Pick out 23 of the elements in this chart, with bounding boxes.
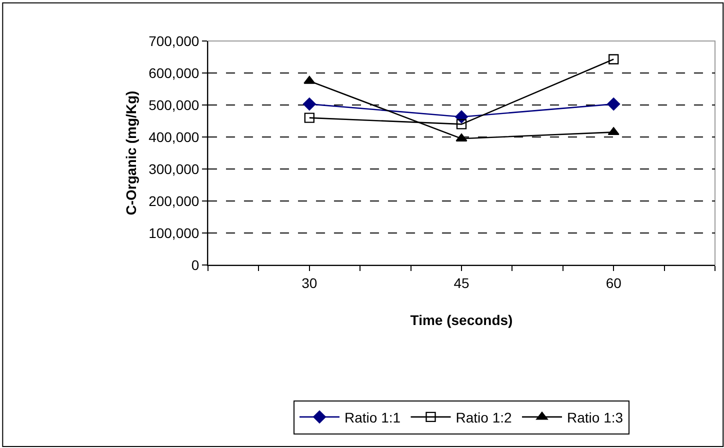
x-tick-label: 30 — [302, 274, 318, 291]
x-axis-title: Time (seconds) — [410, 312, 513, 328]
y-tick-label: 200,000 — [148, 192, 200, 209]
point — [304, 112, 314, 123]
point — [608, 54, 619, 64]
y-axis-title: C-Organic (mg/Kg) — [123, 90, 140, 216]
point — [456, 119, 467, 130]
point — [304, 76, 316, 84]
legend-label: Ratio 1:3 — [566, 409, 624, 426]
y-tick-label: 300,000 — [148, 160, 200, 177]
x-tick-label: 60 — [606, 274, 622, 291]
point — [607, 98, 620, 110]
y-tick-label: 500,000 — [148, 96, 200, 113]
point — [608, 127, 620, 136]
y-tick-label: 400,000 — [148, 128, 200, 145]
y-tick-label: 600,000 — [148, 64, 200, 81]
point — [302, 98, 316, 110]
legend-label: Ratio 1:1 — [344, 409, 401, 426]
legend-label: Ratio 1:2 — [456, 409, 512, 426]
x-tick-label: 45 — [454, 274, 470, 291]
y-tick-label: 100,000 — [148, 224, 200, 241]
y-tick-label: 0 — [191, 256, 200, 273]
y-tick-label: 700,000 — [148, 32, 200, 49]
